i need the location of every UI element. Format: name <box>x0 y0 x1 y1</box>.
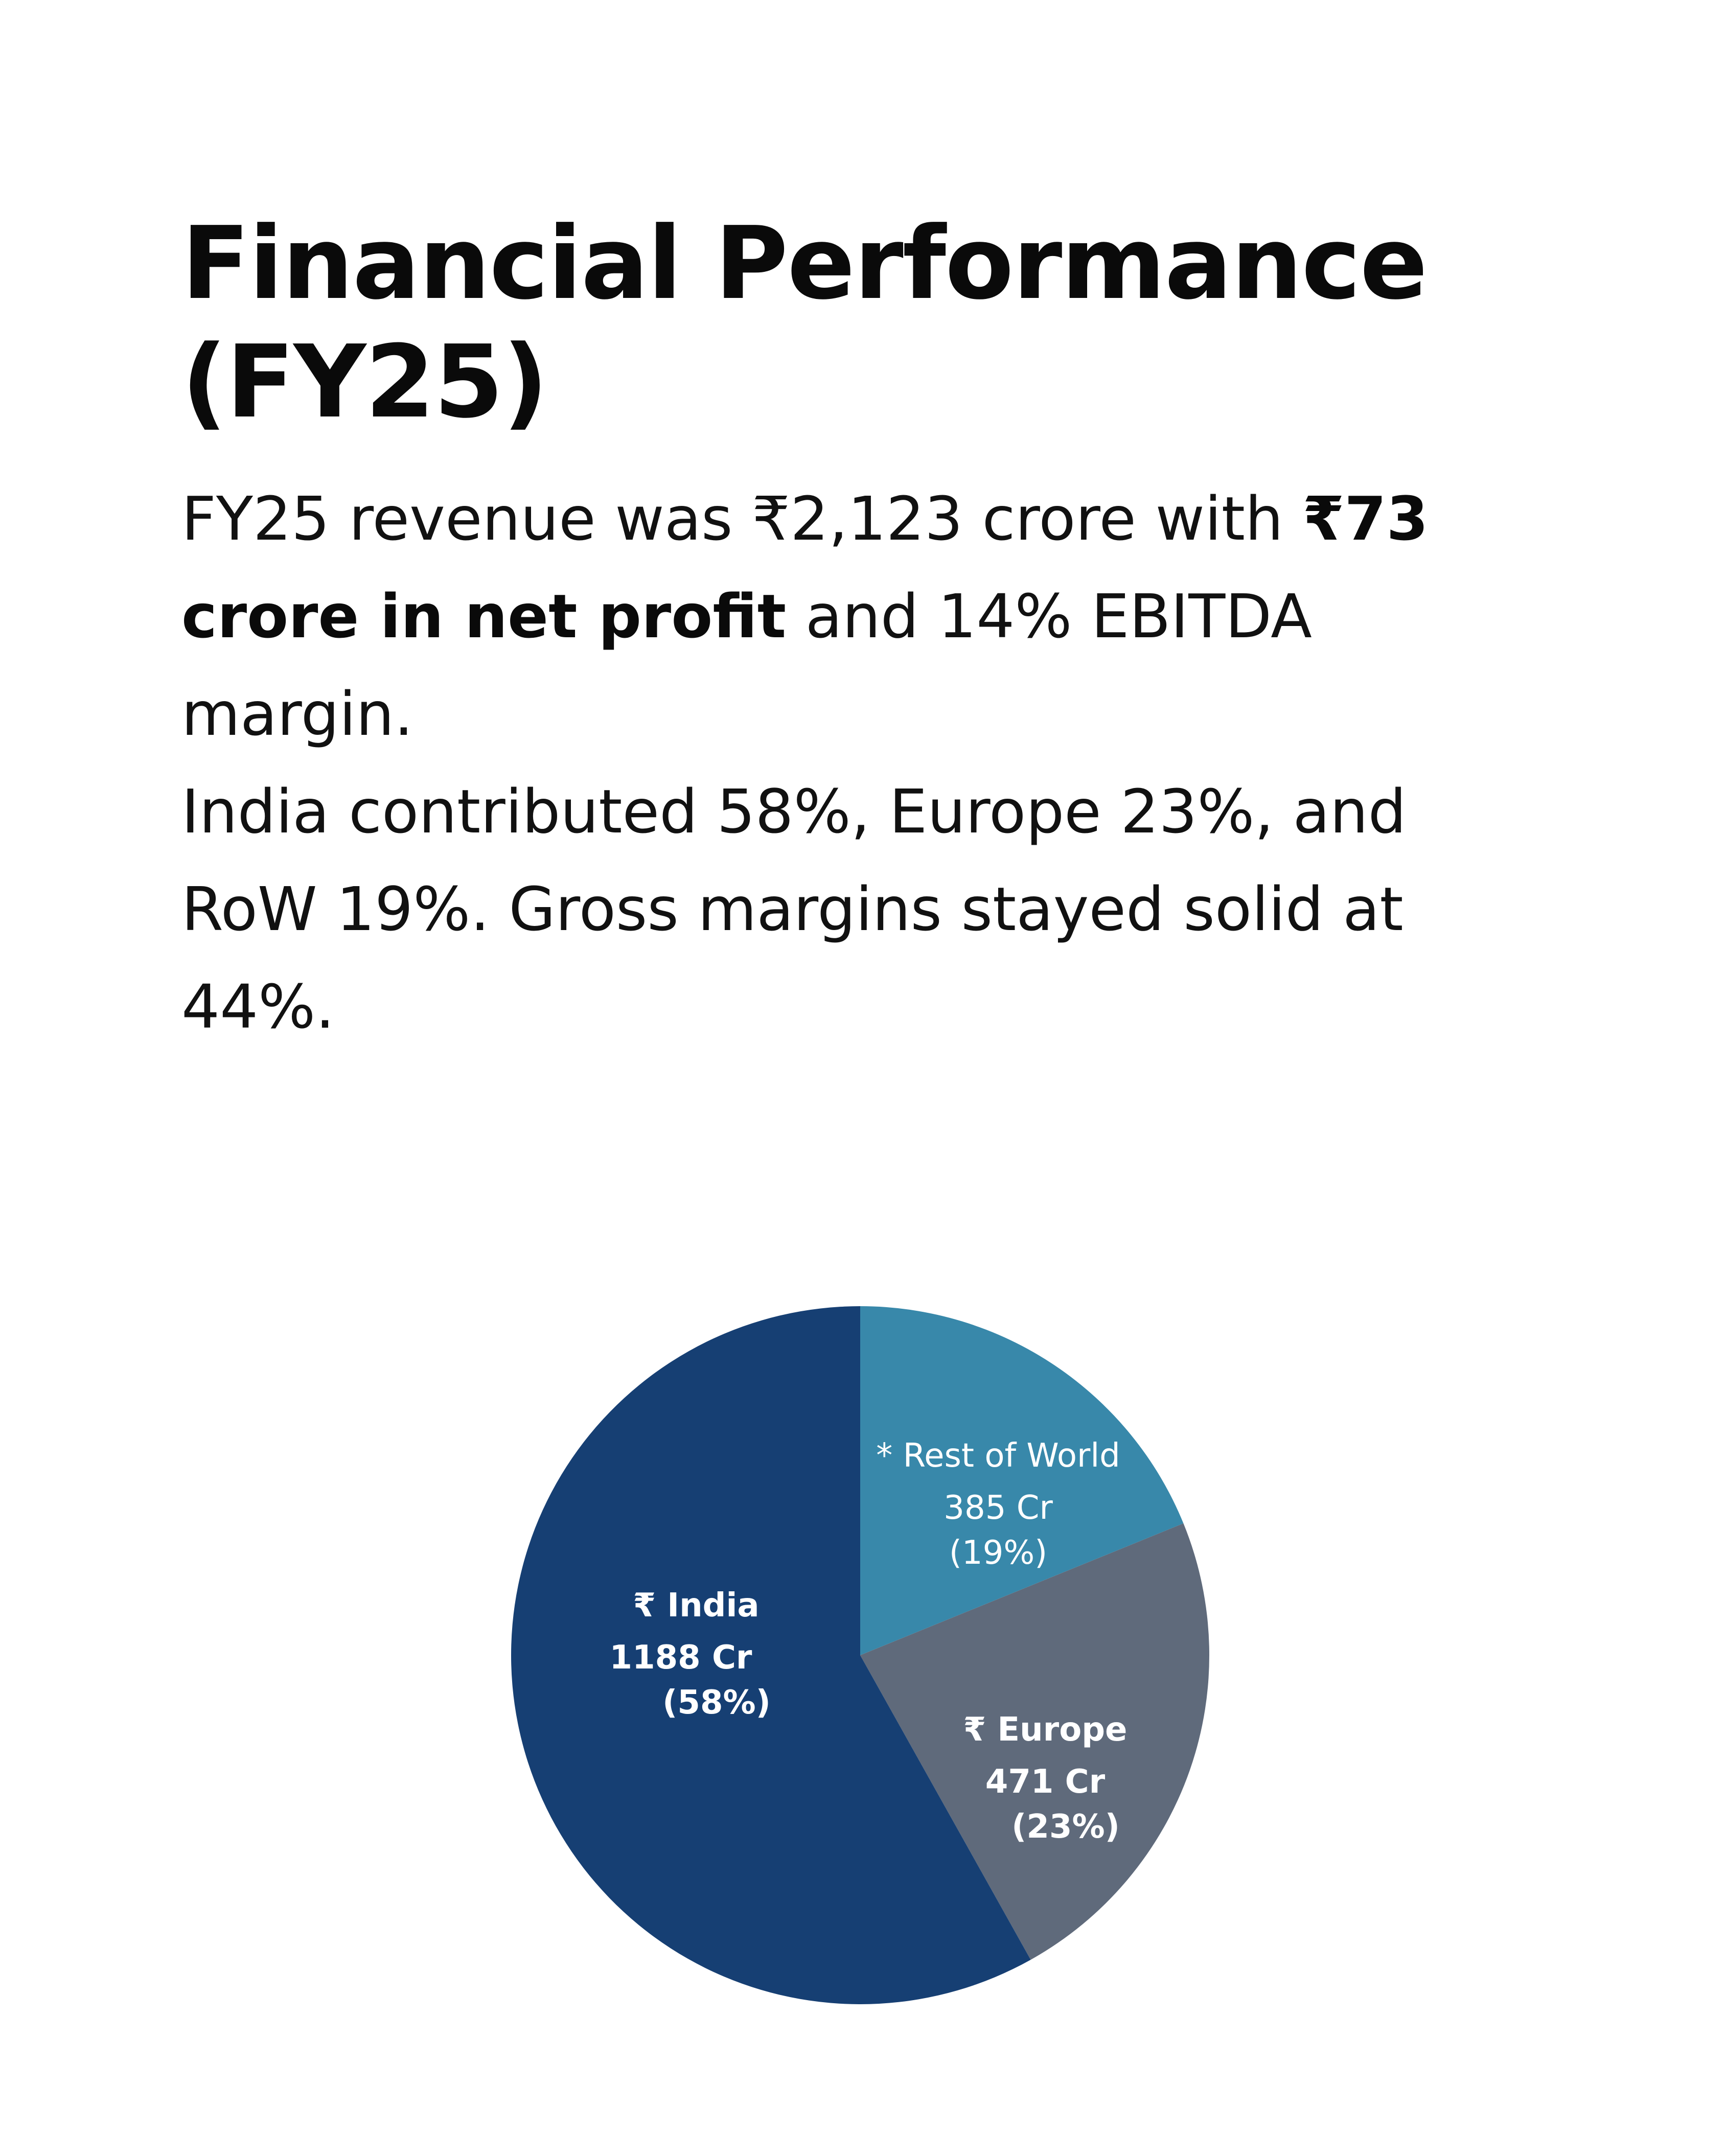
net-profit-highlight: ₹73 crore in net profit <box>181 483 1429 652</box>
page-title: Financial Performance (FY25) <box>181 205 1428 441</box>
pie-label-india-value: 1188 Cr <box>610 1639 752 1677</box>
pie-slice-europe <box>860 1523 1209 1960</box>
pie-label-india-name: ₹ India <box>633 1587 759 1625</box>
revenue-summary-lead: FY25 revenue was ₹2,123 crore with <box>181 483 1303 554</box>
pie-label-rest-of-world-value: 385 Cr <box>944 1489 1053 1527</box>
pie-label-europe-percent: (23%) <box>1011 1808 1120 1846</box>
pie-label-europe-value: 471 Cr <box>985 1763 1106 1801</box>
pie-labels: * Rest of World 385 Cr (19%) ₹ Europe 471 Cr… <box>610 1437 1128 1846</box>
pie-label-rest-of-world-percent: (19%) <box>949 1534 1047 1572</box>
pie-slice-rest-of-world <box>860 1306 1184 1655</box>
region-summary: India contributed 58%, Europe 23%, and R… <box>181 776 1407 1042</box>
pie-label-rest-of-world-name: * Rest of World <box>876 1437 1120 1475</box>
pie-slice-india <box>511 1306 1031 2005</box>
pie-label-europe-name: ₹ Europe <box>963 1711 1128 1749</box>
revenue-summary: FY25 revenue was ₹2,123 crore with ₹73 c… <box>181 470 1434 763</box>
pie-slices <box>511 1306 1209 2005</box>
summary-text: FY25 revenue was ₹2,123 crore with ₹73 c… <box>181 470 1434 1056</box>
pie-label-india-percent: (58%) <box>662 1684 771 1722</box>
revenue-summary-tail: and 14% EBITDA margin. <box>181 581 1312 749</box>
